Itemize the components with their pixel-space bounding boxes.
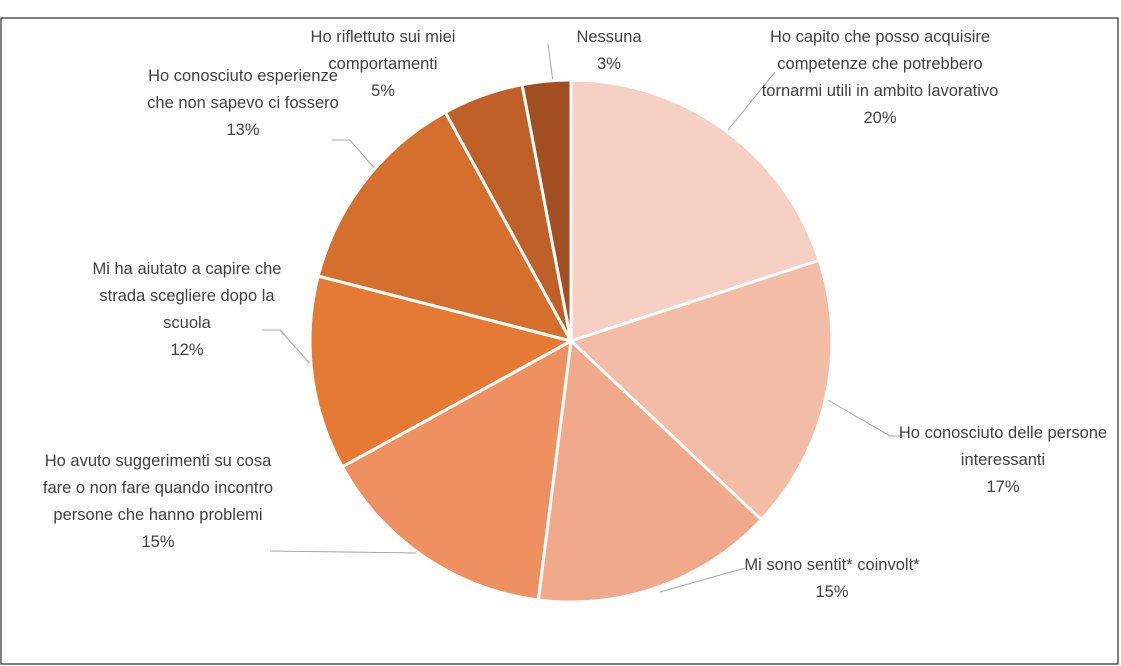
percent-label: 17% (986, 478, 1020, 496)
data-label: Ho conosciuto delle persone interessanti… (893, 420, 1113, 501)
leader-line (332, 139, 377, 171)
leader-line (262, 329, 313, 367)
category-label: Ho conosciuto delle persone interessanti (898, 424, 1108, 469)
slices (308, 78, 834, 604)
data-label: Mi sono sentit* coinvolt* 15% (742, 552, 922, 606)
leader-line (269, 550, 419, 554)
data-label: Mi ha aiutato a capire che strada scegli… (87, 256, 287, 364)
pie-slice (569, 78, 822, 344)
category-label: Ho capito che posso acquisire competenze… (761, 28, 999, 100)
pie-slice (308, 274, 576, 469)
percent-label: 5% (371, 82, 395, 100)
pie-slice (536, 337, 764, 604)
percent-label: 15% (815, 583, 849, 601)
percent-label: 13% (226, 121, 260, 139)
leader-line (727, 71, 776, 131)
data-label: Ho avuto suggerimenti su cosa fare o non… (33, 448, 283, 556)
category-label: Mi ha aiutato a capire che strada scegli… (92, 260, 282, 332)
pie-slice (316, 110, 574, 344)
data-label: Ho riflettuto sui miei comportamenti 5% (268, 24, 498, 105)
category-label: Mi sono sentit* coinvolt* (744, 556, 920, 574)
data-label: Ho conosciuto esperienze che non sapevo … (143, 63, 343, 144)
percent-label: 20% (863, 109, 897, 127)
percent-label: 3% (597, 55, 621, 73)
pie-slice (340, 338, 573, 602)
category-label: Ho avuto suggerimenti su cosa fare o non… (42, 452, 274, 524)
leader-line (659, 567, 746, 593)
category-label: Ho conosciuto esperienze che non sapevo … (147, 67, 339, 112)
pie-slice (568, 258, 834, 522)
frame (0, 17, 1119, 665)
category-label: Nessuna (576, 28, 642, 46)
pie-slice (520, 78, 573, 342)
data-label: Ho capito che posso acquisire competenze… (760, 24, 1000, 132)
percent-label: 12% (170, 341, 204, 359)
category-label: Ho riflettuto sui miei comportamenti (310, 28, 456, 73)
leader-line (547, 43, 554, 83)
data-label: Nessuna 3% (559, 24, 659, 78)
percent-label: 15% (141, 533, 175, 551)
leader-line (827, 399, 905, 437)
